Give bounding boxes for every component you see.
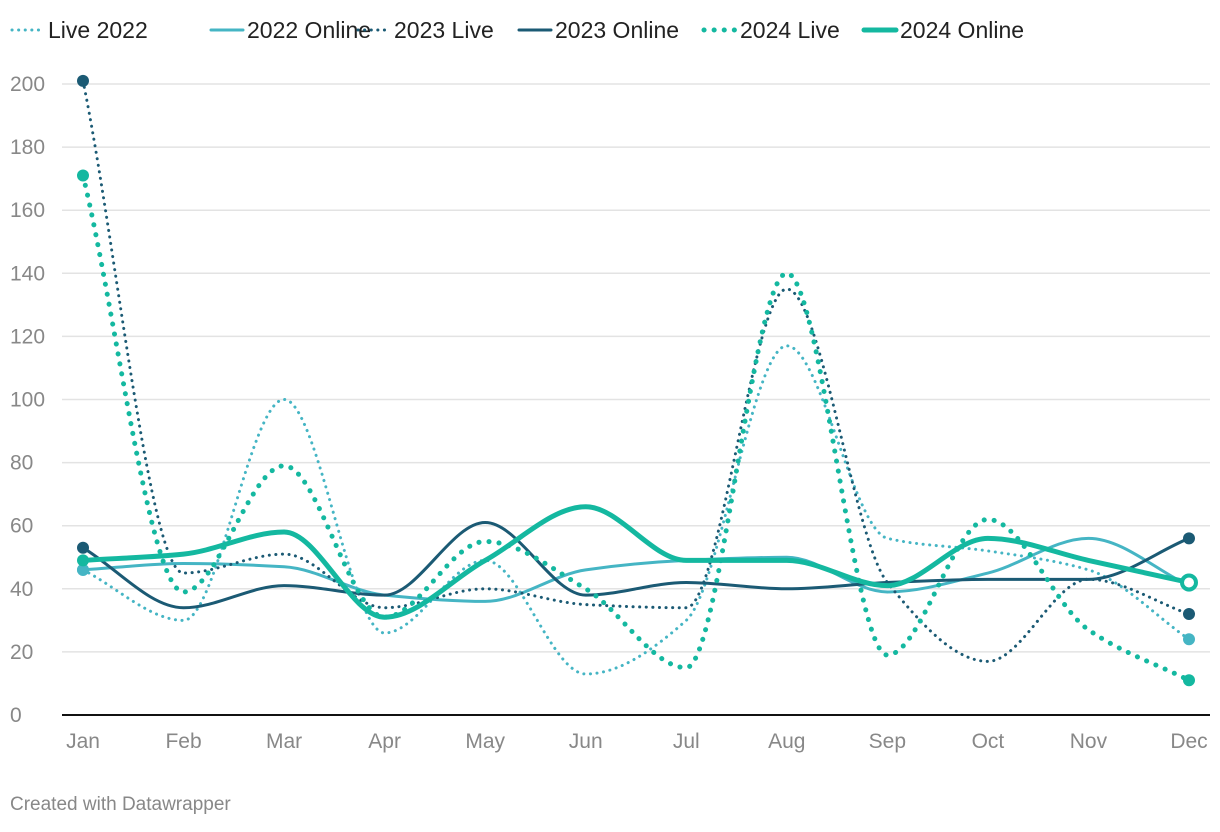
- legend-item-2023-live: 2023 Live: [356, 17, 494, 43]
- legend-item-live-2022: Live 2022: [10, 17, 148, 43]
- series-line-2024-live: [80, 172, 1192, 683]
- x-tick-label: Jul: [673, 730, 700, 753]
- legend: Live 2022 2022 Online 2023 Live 2023 Online…: [10, 17, 1024, 43]
- y-tick-label: 200: [10, 73, 45, 96]
- x-tick-label: Jan: [66, 730, 100, 753]
- legend-item-2024-online: 2024 Online: [861, 17, 1024, 43]
- x-tick-label: Oct: [972, 730, 1005, 753]
- x-tick-label: Feb: [165, 730, 201, 753]
- endpoint-marker-2024-live: [1183, 674, 1195, 687]
- x-tick-label: Dec: [1170, 730, 1207, 753]
- y-tick-label: 140: [10, 262, 45, 285]
- x-tick-label: Apr: [368, 730, 401, 753]
- legend-label: 2024 Online: [900, 17, 1024, 43]
- x-tick-label: Nov: [1070, 730, 1108, 753]
- y-tick-label: 80: [10, 452, 33, 475]
- legend-label: 2023 Live: [394, 17, 494, 43]
- series-line-2022-online: [81, 536, 1191, 603]
- series-line-2023-live: [81, 79, 1191, 663]
- y-tick-label: 20: [10, 641, 33, 664]
- y-tick-label: 180: [10, 136, 45, 159]
- legend-label: 2024 Live: [740, 17, 840, 43]
- credit-text: Created with Datawrapper: [10, 794, 231, 815]
- series-line-live-2022: [81, 344, 1191, 676]
- y-tick-label: 160: [10, 199, 45, 222]
- series-line-2024-online: [80, 504, 1192, 620]
- series-line-2023-online: [81, 521, 1191, 610]
- y-tick-label: 120: [10, 325, 45, 348]
- endpoint-marker-2023-online: [77, 541, 89, 554]
- legend-label: Live 2022: [48, 17, 148, 43]
- legend-item-2023-online: 2023 Online: [517, 17, 679, 43]
- series-endpoints: [77, 74, 1198, 687]
- series-lines: [80, 79, 1192, 683]
- endpoint-marker-2024-online: [77, 554, 89, 567]
- endpoint-marker-live-2022: [1183, 633, 1195, 646]
- x-tick-label: Mar: [266, 730, 302, 753]
- endpoint-marker-2024-online: [1180, 573, 1198, 592]
- y-tick-label: 40: [10, 578, 33, 601]
- y-axis: 0 20 40 60 80 100 120 140 160 180 200: [10, 73, 45, 727]
- x-tick-label: May: [465, 730, 505, 753]
- endpoint-marker-2023-live: [77, 74, 89, 87]
- gridlines: [62, 83, 1210, 716]
- legend-label: 2023 Online: [555, 17, 679, 43]
- x-axis: Jan Feb Mar Apr May Jun Jul Aug Sep Oct Nov Dec: [66, 730, 1208, 753]
- x-tick-label: Jun: [569, 730, 603, 753]
- endpoint-marker-2023-online: [1183, 532, 1195, 545]
- y-tick-label: 0: [10, 704, 22, 727]
- legend-label: 2022 Online: [247, 17, 371, 43]
- x-tick-label: Aug: [768, 730, 805, 753]
- y-tick-label: 100: [10, 389, 45, 412]
- legend-item-2024-live: 2024 Live: [701, 17, 840, 43]
- endpoint-marker-2022-online: [77, 563, 89, 576]
- legend-item-2022-online: 2022 Online: [209, 17, 371, 43]
- y-tick-label: 60: [10, 515, 33, 538]
- endpoint-marker-2024-live: [77, 169, 89, 182]
- endpoint-marker-2023-live: [1183, 608, 1195, 621]
- x-tick-label: Sep: [869, 730, 906, 753]
